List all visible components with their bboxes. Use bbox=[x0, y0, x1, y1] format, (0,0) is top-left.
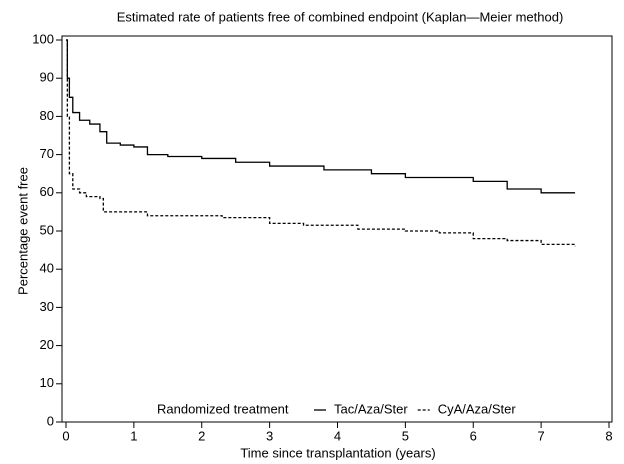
y-tick-label: 80 bbox=[40, 108, 54, 123]
survival-curve bbox=[66, 39, 576, 247]
survival-curve bbox=[66, 39, 576, 194]
y-tick-label: 0 bbox=[47, 413, 54, 428]
y-tick-label: 100 bbox=[32, 31, 54, 46]
x-tick-label: 2 bbox=[198, 428, 205, 443]
legend-title: Randomized treatment bbox=[157, 401, 289, 416]
x-tick-label: 3 bbox=[266, 428, 273, 443]
x-tick-label: 1 bbox=[130, 428, 137, 443]
chart-title: Estimated rate of patients free of combi… bbox=[117, 9, 564, 24]
y-tick-label: 40 bbox=[40, 261, 54, 276]
x-tick-label: 6 bbox=[470, 428, 477, 443]
x-tick-label: 7 bbox=[538, 428, 545, 443]
y-tick-label: 50 bbox=[40, 222, 54, 237]
y-tick-label: 30 bbox=[40, 299, 54, 314]
legend-label: Tac/Aza/Ster bbox=[334, 401, 408, 416]
y-axis-label: Percentage event free bbox=[15, 167, 30, 295]
x-tick-label: 5 bbox=[402, 428, 409, 443]
y-tick-label: 60 bbox=[40, 184, 54, 199]
x-axis-label: Time since transplantation (years) bbox=[240, 445, 435, 460]
x-tick-label: 4 bbox=[334, 428, 341, 443]
y-tick-label: 20 bbox=[40, 337, 54, 352]
y-tick-label: 70 bbox=[40, 146, 54, 161]
x-tick-label: 0 bbox=[62, 428, 69, 443]
x-tick-label: 8 bbox=[605, 428, 612, 443]
legend-label: CyA/Aza/Ster bbox=[438, 401, 517, 416]
y-tick-label: 90 bbox=[40, 70, 54, 85]
y-tick-label: 10 bbox=[40, 375, 54, 390]
plot-frame bbox=[61, 35, 613, 423]
